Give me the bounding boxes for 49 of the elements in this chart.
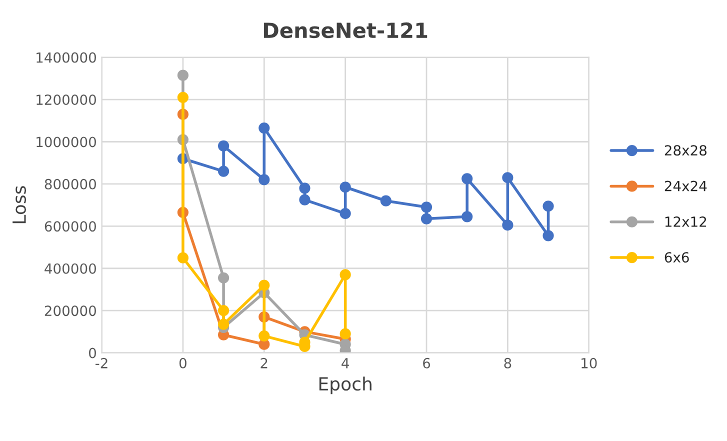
point [177,92,189,103]
point [340,328,351,340]
point [502,172,514,184]
x-tick-label: 2 [260,358,268,368]
point [258,174,270,186]
y-tick-label: 1000000 [36,136,96,148]
x-tick-label: 6 [423,358,430,368]
point [177,70,189,81]
point [258,122,270,134]
point [542,230,554,242]
y-axis-title: Loss [12,186,26,224]
y-tick-label: 600000 [44,221,96,232]
point [380,195,392,206]
legend-label: 12x12 [665,216,706,227]
x-tick-label: 4 [342,358,349,368]
y-tick-label: 1400000 [36,52,96,63]
point [177,252,189,264]
x-tick-label: -2 [96,358,108,368]
x-tick-label: 8 [504,358,512,368]
x-tick-label: 10 [582,358,597,368]
point [299,182,310,194]
point [420,202,432,213]
y-tick-label: 1200000 [36,94,96,106]
point [462,211,473,222]
point [420,213,432,224]
point [258,330,270,342]
legend-label: 24x24 [664,180,707,192]
x-axis-title: Epoch [319,376,372,394]
point [299,194,310,206]
point [258,280,270,291]
point [218,305,230,316]
point [218,318,230,330]
point [542,200,554,212]
x-tick-label: 0 [179,358,186,368]
point [462,173,473,184]
point [218,140,230,152]
y-tick-label: 0 [89,348,96,358]
point [218,166,230,177]
chart-title: DenseNet-121 [264,22,428,38]
y-tick-label: 800000 [44,178,96,190]
point [502,220,514,231]
point [340,208,351,220]
point [340,182,351,193]
legend-label: 6x6 [664,252,689,263]
y-tick-label: 400000 [44,263,96,274]
point [340,269,351,280]
y-tick-label: 200000 [44,306,96,316]
point [218,272,230,284]
legend-label: 28x28 [664,145,707,156]
